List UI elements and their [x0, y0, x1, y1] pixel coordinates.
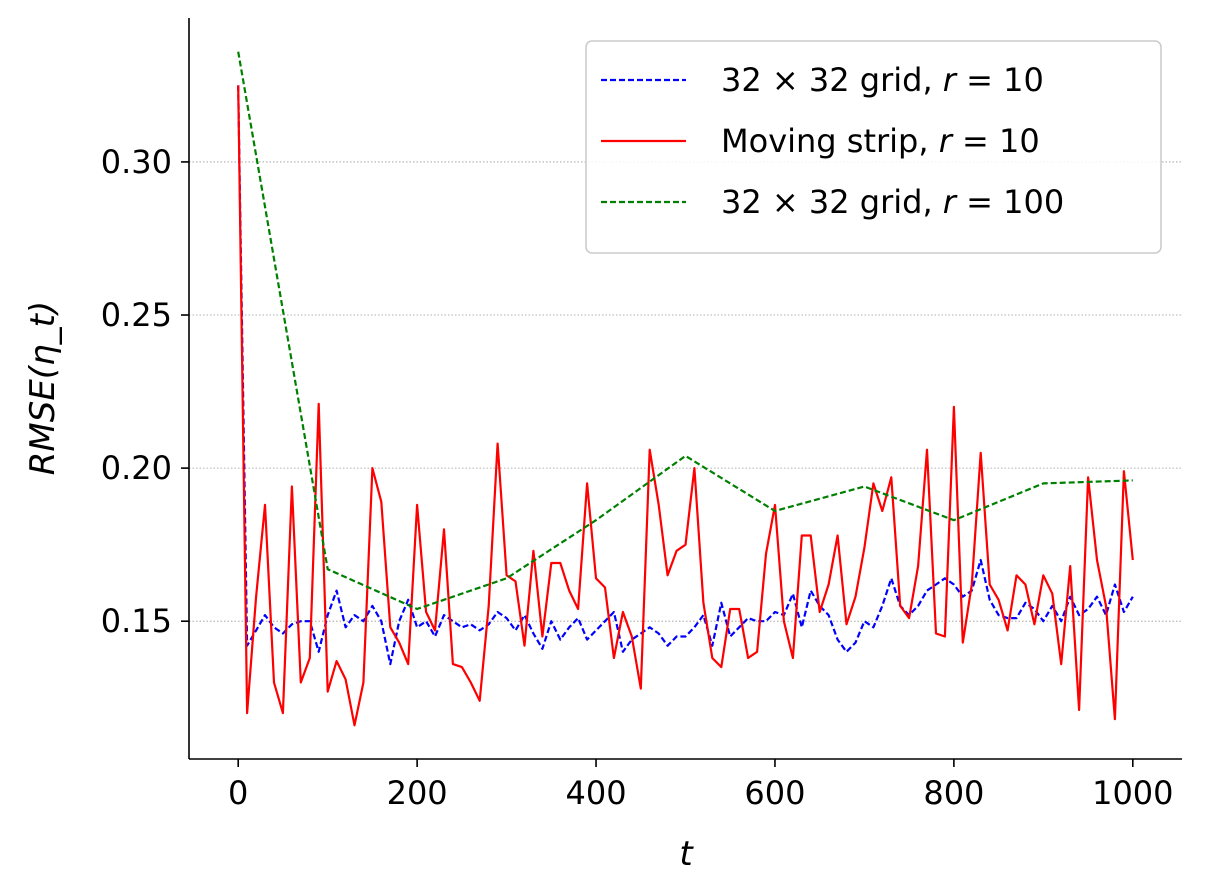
- legend-label-0: 32 × 32 grid, r = 10: [721, 61, 1044, 99]
- series-line-1: [237, 85, 1134, 727]
- y-tick-label-2: 0.25: [101, 296, 172, 334]
- legend-frame: [585, 40, 1162, 254]
- series-lines: [237, 51, 1134, 727]
- series-line-0: [237, 85, 1134, 666]
- x-tick-label-2: 400: [566, 774, 627, 812]
- x-tick-label-4: 800: [923, 774, 984, 812]
- x-ticks: 0 200 400 600 800 1000: [228, 759, 1174, 812]
- y-tick-label-1: 0.20: [101, 449, 172, 487]
- x-axis-title: t: [679, 834, 694, 874]
- x-tick-label-1: 200: [387, 774, 448, 812]
- legend-label-1: Moving strip, r = 10: [721, 122, 1040, 160]
- series-line-2: [237, 51, 1133, 611]
- x-tick-label-0: 0: [228, 774, 248, 812]
- x-tick-label-5: 1000: [1092, 774, 1173, 812]
- legend-label-2: 32 × 32 grid, r = 100: [721, 183, 1064, 221]
- legend: 32 × 32 grid, r = 10 Moving strip, r = 10…: [585, 40, 1162, 254]
- y-tick-label-3: 0.30: [101, 143, 172, 181]
- y-ticks: 0.15 0.20 0.25 0.30: [101, 143, 189, 640]
- y-axis-title: RMSE(η_t): [23, 301, 63, 475]
- x-tick-label-3: 600: [744, 774, 805, 812]
- y-tick-label-0: 0.15: [101, 602, 172, 640]
- axes: [188, 18, 1182, 760]
